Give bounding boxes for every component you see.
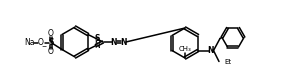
Text: N: N (121, 38, 127, 46)
Text: O: O (48, 47, 54, 56)
Text: Na: Na (24, 38, 34, 47)
Text: S: S (48, 38, 54, 47)
Text: N: N (111, 38, 117, 46)
Text: O: O (38, 38, 44, 47)
Text: CH₃: CH₃ (178, 46, 192, 52)
Text: Et: Et (224, 58, 231, 64)
Text: S: S (94, 34, 99, 43)
Text: −: − (41, 43, 47, 48)
Text: O: O (48, 29, 54, 38)
Text: N: N (94, 41, 100, 50)
Text: N: N (208, 46, 214, 55)
